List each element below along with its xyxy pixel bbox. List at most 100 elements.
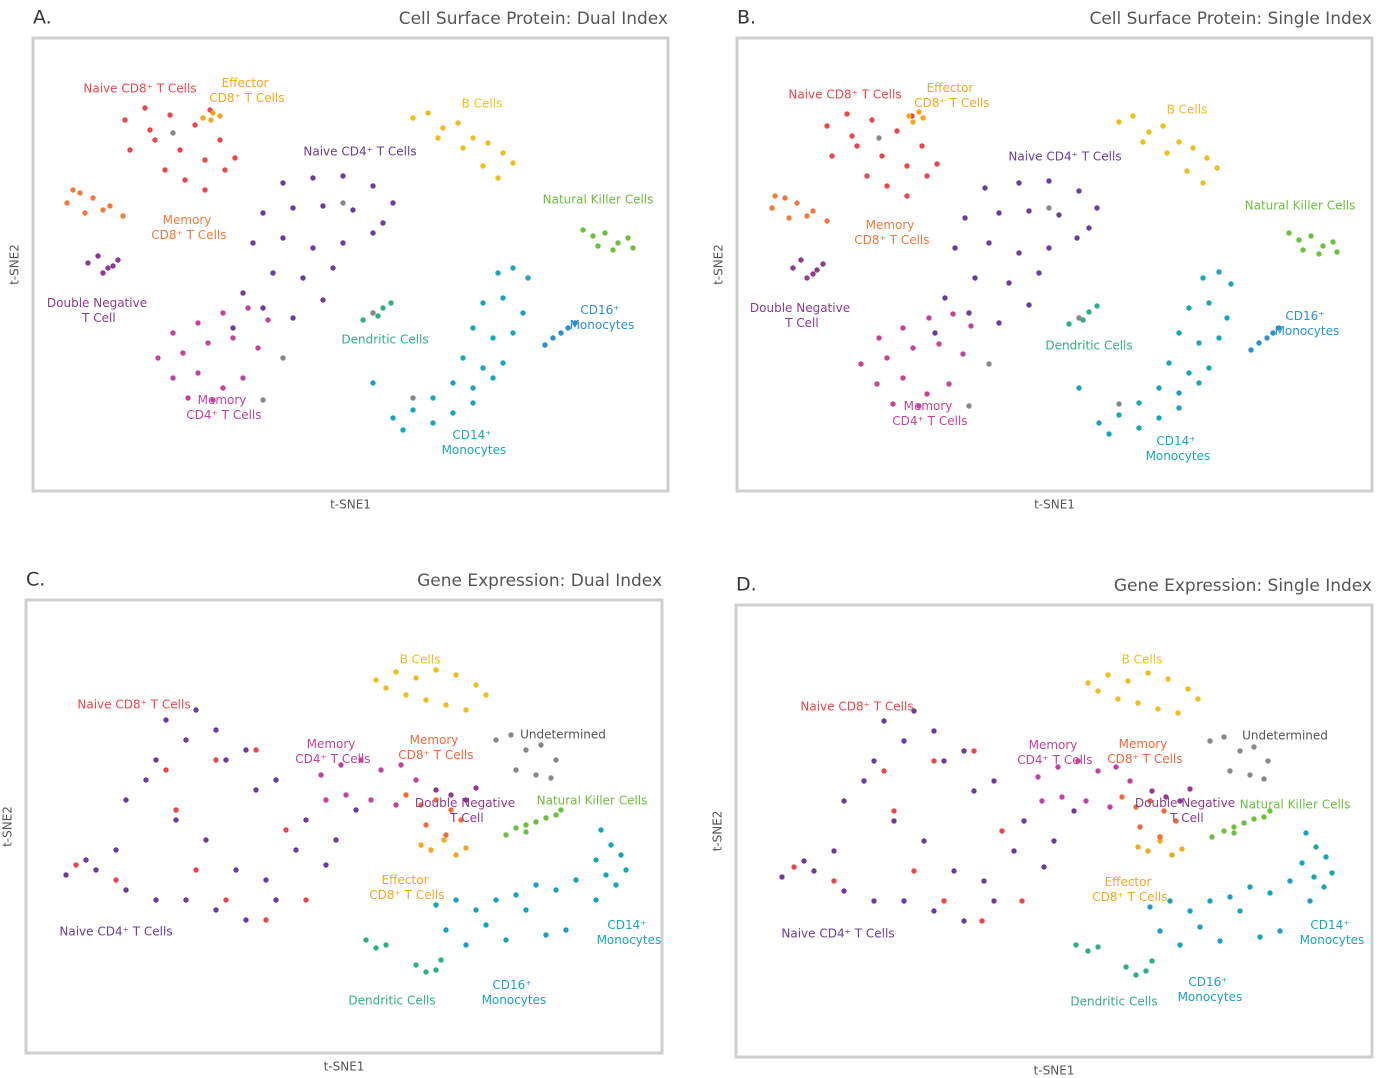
cluster-label: Dendritic Cells: [341, 333, 428, 347]
cell-point: [1094, 205, 1100, 211]
cell-point: [533, 772, 539, 778]
cell-point: [1137, 824, 1143, 830]
cell-point: [1106, 431, 1112, 437]
cell-point: [370, 230, 376, 236]
cluster-label: Effector CD8⁺ T Cells: [1088, 875, 1167, 904]
cluster-label: Naive CD4⁺ T Cells: [1008, 150, 1121, 164]
plot-frame: [31, 36, 670, 493]
cell-point: [1261, 776, 1267, 782]
cluster-label: CD16⁺ Monocytes: [1174, 975, 1243, 1004]
cell-point: [170, 330, 176, 336]
panel-title: Cell Surface Protein: Dual Index: [399, 9, 668, 29]
cell-point: [500, 360, 506, 366]
cell-point: [70, 187, 76, 193]
cell-point: [220, 310, 226, 316]
cell-point: [263, 917, 269, 923]
cluster-label: Memory CD4⁺ T Cells: [1013, 738, 1092, 767]
cluster-label: Naive CD8⁺ T Cells: [77, 698, 190, 712]
cell-point: [1221, 828, 1227, 834]
cell-point: [100, 270, 106, 276]
cell-point: [791, 864, 797, 870]
cell-point: [470, 400, 476, 406]
cell-point: [794, 200, 800, 206]
cell-point: [400, 427, 406, 433]
label-line: CD8⁺ T Cells: [910, 96, 989, 110]
cell-point: [463, 845, 469, 851]
cell-point: [388, 300, 394, 306]
cell-point: [63, 872, 69, 878]
cell-point: [270, 270, 276, 276]
cell-point: [380, 220, 386, 226]
cell-point: [453, 852, 459, 858]
cell-point: [433, 902, 439, 908]
cell-point: [443, 702, 449, 708]
label-line: Double Negative: [1135, 796, 1235, 810]
cell-point: [1016, 180, 1022, 186]
label-line: Double Negative: [750, 301, 850, 315]
label-line: CD14⁺: [607, 918, 646, 932]
cell-point: [1207, 898, 1213, 904]
cell-point: [1207, 738, 1213, 744]
cell-point: [1085, 948, 1091, 954]
cell-point: [615, 240, 621, 246]
cell-point: [323, 862, 329, 868]
cell-point: [602, 230, 608, 236]
cluster-label: Naive CD8⁺ T Cells: [800, 700, 913, 714]
cell-point: [233, 867, 239, 873]
cell-point: [418, 802, 424, 808]
cell-point: [580, 227, 586, 233]
cell-point: [210, 397, 216, 403]
cell-point: [1026, 208, 1032, 214]
cell-point: [979, 918, 985, 924]
cell-point: [1200, 180, 1206, 186]
cell-point: [1127, 778, 1133, 784]
cell-point: [338, 762, 344, 768]
cluster-label: B Cells: [1122, 653, 1163, 667]
cell-point: [113, 847, 119, 853]
cell-point: [162, 167, 168, 173]
cluster-label: Natural Killer Cells: [1240, 798, 1351, 812]
cell-point: [533, 882, 539, 888]
cell-point: [543, 932, 549, 938]
cell-point: [253, 787, 259, 793]
cell-point: [1021, 818, 1027, 824]
cell-point: [523, 747, 529, 753]
cell-point: [1095, 688, 1101, 694]
cell-point: [598, 827, 604, 833]
cell-point: [260, 305, 266, 311]
cell-point: [250, 240, 256, 246]
cell-point: [769, 205, 775, 211]
cell-point: [460, 145, 466, 151]
cell-point: [425, 110, 431, 116]
cell-point: [910, 119, 916, 125]
cell-point: [123, 797, 129, 803]
cell-point: [208, 117, 214, 123]
cell-point: [1307, 898, 1313, 904]
cell-point: [398, 762, 404, 768]
cell-point: [340, 240, 346, 246]
cell-point: [1311, 874, 1317, 880]
cell-point: [1133, 972, 1139, 978]
cell-point: [448, 792, 454, 798]
cell-point: [203, 837, 209, 843]
cell-point: [453, 672, 459, 678]
cell-point: [500, 295, 506, 301]
cell-point: [170, 130, 176, 136]
label-line: CD8⁺ T Cells: [365, 888, 444, 902]
cell-point: [869, 117, 875, 123]
cell-point: [1224, 315, 1230, 321]
cell-point: [1039, 798, 1045, 804]
cell-point: [260, 210, 266, 216]
cluster-label: Dendritic Cells: [1045, 339, 1132, 353]
cell-point: [1116, 119, 1122, 125]
cell-point: [1086, 225, 1092, 231]
cell-point: [1251, 744, 1257, 750]
cell-point: [1216, 269, 1222, 275]
x-axis-label: t-SNE1: [1034, 498, 1075, 512]
cell-point: [82, 210, 88, 216]
cell-point: [593, 857, 599, 863]
cluster-label: Double Negative T Cell: [1135, 796, 1235, 825]
cell-point: [390, 415, 396, 421]
cluster-label: B Cells: [1167, 103, 1208, 117]
